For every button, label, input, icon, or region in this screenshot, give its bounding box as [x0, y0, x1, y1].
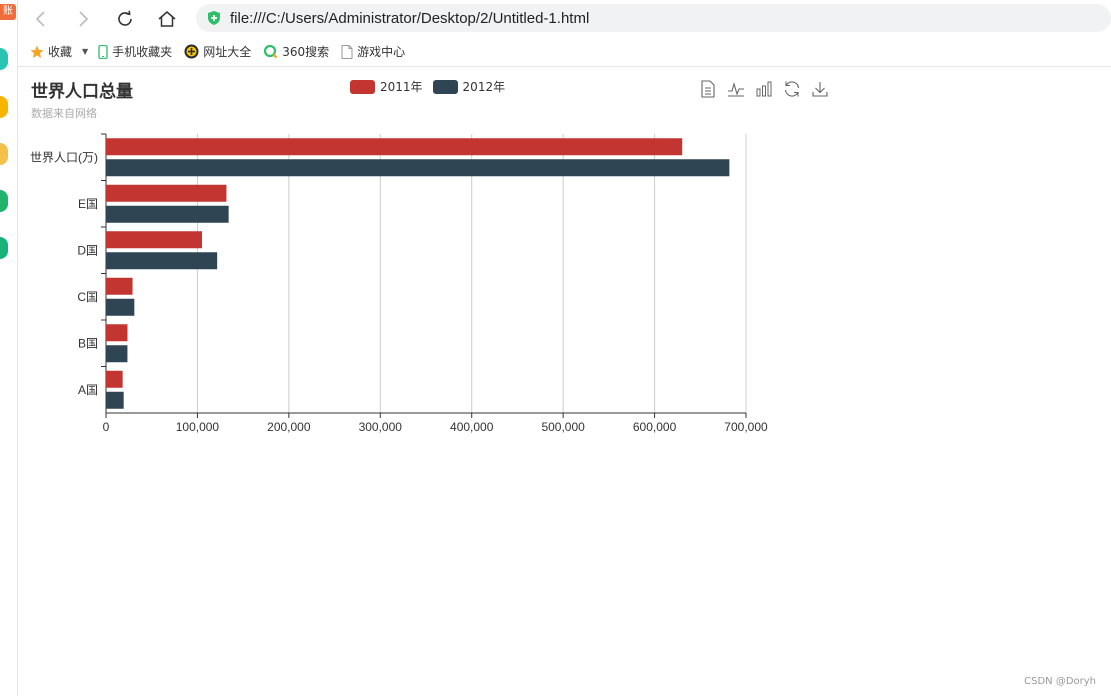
y-tick-label: A国 [78, 383, 98, 397]
phone-icon [98, 44, 108, 59]
side-app-icon[interactable] [0, 48, 8, 70]
page-content: 0 100,000 200,000 300,000 400,000 500,000 600,… [18, 67, 1111, 696]
y-tick-label: B国 [78, 336, 98, 350]
x-tick-label: 700,000 [724, 420, 768, 434]
page-icon [341, 44, 353, 59]
bookmark-label: 游戏中心 [357, 45, 406, 59]
chart-subtitle: 数据来自网络 [31, 107, 97, 120]
bar [106, 324, 128, 342]
bookmarks-bar: 收藏 ▼ 手机收藏夹 网址大全 360搜索 游戏中心 [18, 37, 1111, 67]
caret-down-icon[interactable]: ▼ [82, 47, 89, 56]
bookmark-search[interactable]: 360搜索 [263, 43, 329, 60]
x-tick-label: 0 [103, 420, 110, 434]
star-icon [30, 45, 44, 58]
bookmark-label: 360搜索 [282, 45, 330, 59]
globe-icon [184, 44, 199, 59]
legend-swatch [350, 79, 375, 94]
x-tick-label: 600,000 [633, 420, 677, 434]
legend-label: 2012年 [462, 80, 506, 94]
bookmark-label: 收藏 [48, 45, 73, 59]
browser-toolbar: file:///C:/Users/Administrator/Desktop/2… [18, 0, 1111, 37]
line-chart-button[interactable] [722, 79, 750, 99]
legend-item-2012[interactable]: 2012年 [432, 78, 506, 95]
bookmark-favorites[interactable]: 收藏 [30, 43, 72, 60]
bar-chart-icon [756, 81, 772, 97]
bar [106, 159, 730, 177]
download-icon [812, 82, 828, 97]
x-tick-label: 200,000 [267, 420, 311, 434]
side-app-icon[interactable] [0, 237, 8, 259]
home-button[interactable] [154, 6, 180, 32]
line-chart-icon [728, 82, 744, 97]
shield-icon [208, 11, 220, 25]
address-bar[interactable]: file:///C:/Users/Administrator/Desktop/2… [196, 4, 1111, 32]
bar [106, 138, 683, 156]
x-tick-label: 400,000 [450, 420, 494, 434]
y-tick-label: C国 [77, 290, 98, 304]
x-tick-label: 500,000 [541, 420, 585, 434]
x-tick-label: 100,000 [176, 420, 220, 434]
bar [106, 370, 123, 388]
bar [106, 298, 135, 316]
chart-legend: 2011年 2012年 [350, 78, 515, 95]
legend-swatch [432, 79, 458, 94]
bar [106, 391, 124, 409]
chart-toolbox [694, 79, 834, 99]
bar [106, 252, 218, 270]
bar [106, 184, 227, 202]
bar-chart-button[interactable] [750, 79, 778, 99]
reload-icon [118, 10, 132, 26]
side-app-icon[interactable] [0, 143, 8, 165]
restore-button[interactable] [778, 79, 806, 99]
bar-chart: 0 100,000 200,000 300,000 400,000 500,000 600,… [30, 133, 768, 434]
legend-item-2011[interactable]: 2011年 [350, 78, 423, 95]
bookmark-directory[interactable]: 网址大全 [184, 43, 251, 60]
account-badge[interactable]: 账号 [0, 4, 16, 20]
data-view-button[interactable] [694, 79, 722, 99]
url-text: file:///C:/Users/Administrator/Desktop/2… [230, 9, 590, 27]
y-tick-label: 世界人口(万) [30, 150, 98, 164]
bar [106, 205, 229, 223]
forward-button[interactable] [70, 6, 96, 32]
y-tick-label: E国 [78, 197, 98, 211]
side-app-icon[interactable] [0, 96, 8, 118]
search-icon [264, 44, 278, 59]
bookmark-games[interactable]: 游戏中心 [341, 43, 405, 60]
bar [106, 277, 133, 295]
reload-button[interactable] [112, 6, 138, 32]
y-tick-label: D国 [77, 243, 98, 257]
side-app-icon[interactable] [0, 190, 8, 212]
document-icon [701, 80, 715, 98]
watermark: CSDN @Doryh [1024, 676, 1096, 687]
back-button[interactable] [28, 6, 54, 32]
bookmark-mobile[interactable]: 手机收藏夹 [98, 43, 172, 60]
save-image-button[interactable] [806, 79, 834, 99]
chart-title: 世界人口总量 [31, 82, 133, 102]
bar [106, 231, 202, 249]
browser-side-strip: 账号 [0, 0, 18, 696]
chevron-right-icon [79, 11, 89, 27]
chevron-left-icon [35, 11, 45, 27]
refresh-icon [784, 81, 800, 97]
bar [106, 345, 128, 363]
legend-label: 2011年 [380, 80, 423, 94]
x-tick-label: 300,000 [359, 420, 403, 434]
bookmark-label: 网址大全 [203, 45, 252, 59]
bookmark-label: 手机收藏夹 [112, 45, 173, 59]
home-icon [158, 11, 176, 27]
